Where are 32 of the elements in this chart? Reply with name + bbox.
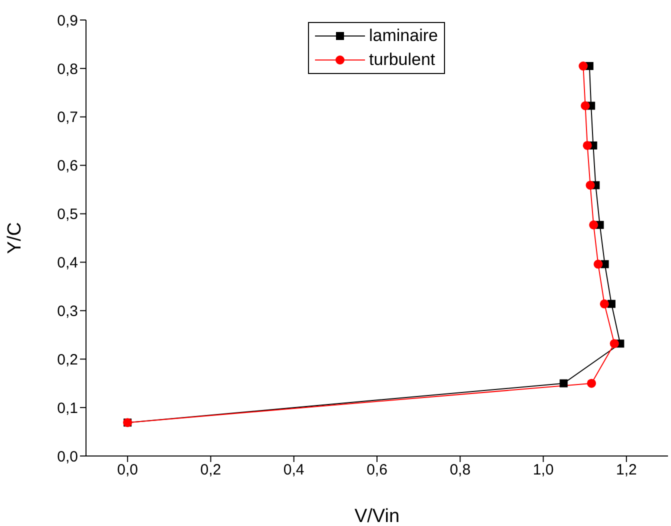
x-tick-label: 0,6 [366, 462, 388, 479]
x-tick-label: 1,2 [616, 462, 637, 479]
y-tick-label: 0,5 [57, 206, 78, 224]
x-tick-label: 0,2 [200, 462, 222, 479]
point [586, 180, 595, 190]
x-tick-label: 1,0 [532, 462, 554, 479]
point [578, 62, 588, 71]
point [589, 220, 598, 230]
point [580, 101, 590, 110]
y-tick-label: 0,1 [57, 400, 78, 417]
point [600, 299, 609, 308]
point [560, 379, 568, 388]
y-tick-label: 0,0 [57, 448, 78, 466]
y-tick-label: 0,3 [57, 302, 78, 320]
point [582, 140, 592, 150]
legend-label: laminaire [369, 25, 438, 47]
point [587, 378, 596, 388]
x-tick-label: 0,0 [117, 462, 138, 479]
point [610, 339, 619, 348]
x-axis-title: V/Vin [354, 506, 400, 526]
legend-label: turbulent [369, 49, 436, 71]
y-axis-title: Y/C [4, 222, 26, 254]
point [607, 300, 616, 308]
y-tick-label: 0,9 [57, 12, 78, 30]
y-tick-label: 0,4 [57, 254, 78, 272]
y-tick-label: 0,2 [57, 351, 78, 368]
y-tick-label: 0,8 [57, 60, 78, 78]
y-tick-label: 0,7 [57, 109, 78, 126]
y-tick-label: 0,6 [57, 158, 78, 175]
point [594, 260, 603, 269]
x-tick-label: 0,8 [450, 462, 471, 479]
x-tick-label: 0,4 [283, 462, 304, 479]
